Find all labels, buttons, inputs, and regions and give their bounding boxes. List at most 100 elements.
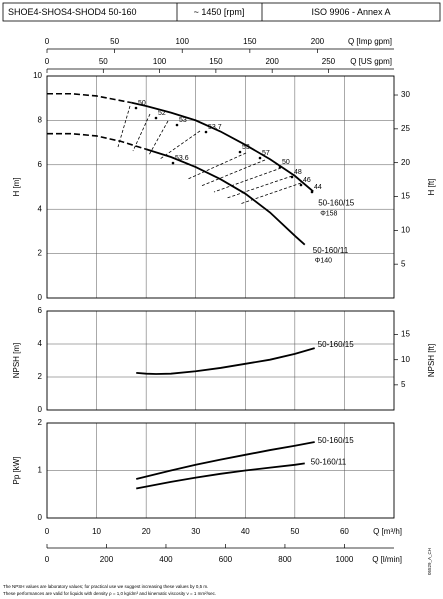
- bottom-axis-tick-label: 0: [45, 555, 50, 564]
- iso-efficiency-line: [132, 113, 151, 152]
- header-box: [2, 2, 441, 22]
- header-model: SHOE4-SHOS4-SHOD4 50-160: [8, 7, 137, 17]
- footnote: The NPSH values are laboratory values; f…: [3, 584, 208, 589]
- top-axis-tick-label: 150: [209, 57, 223, 66]
- efficiency-label: 44: [314, 184, 322, 191]
- efficiency-point: [278, 165, 282, 169]
- y-tick-label: 2: [38, 249, 43, 258]
- efficiency-point: [310, 190, 314, 194]
- y2-tick-label: 10: [401, 225, 410, 234]
- efficiency-point: [290, 175, 294, 179]
- performance-curve: [136, 347, 315, 375]
- efficiency-label: 50: [282, 159, 290, 166]
- top-axis-tick-label: 50: [110, 37, 119, 46]
- header-standard: ISO 9906 - Annex A: [311, 7, 390, 17]
- y-axis-title: NPSH [m]: [12, 343, 21, 379]
- impeller-diameter: Φ140: [315, 258, 332, 265]
- top-axis-tick-label: 200: [265, 57, 279, 66]
- efficiency-label: 53.6: [175, 155, 189, 162]
- bottom-axis-tick-label: 600: [219, 555, 233, 564]
- y-tick-label: 6: [38, 160, 43, 169]
- x-tick-label: 50: [290, 527, 299, 536]
- series-label: 50-160/15: [318, 199, 355, 208]
- top-axis-tick-label: 250: [322, 57, 336, 66]
- performance-curve: [146, 148, 306, 246]
- y-axis-title: Pp [kW]: [12, 456, 21, 484]
- efficiency-point: [258, 156, 262, 160]
- performance-curve: [136, 462, 305, 490]
- efficiency-label: 53: [179, 117, 187, 124]
- top-axis-tick-label: 100: [153, 57, 167, 66]
- x-tick-label: 0: [45, 527, 50, 536]
- series-label: 50-160/11: [313, 246, 349, 255]
- efficiency-point: [299, 183, 303, 187]
- header-speed: ~ 1450 [rpm]: [194, 7, 245, 17]
- y-tick-label: 2: [38, 372, 43, 381]
- x-tick-label: 60: [340, 527, 349, 536]
- y-tick-label: 2: [38, 418, 43, 427]
- iso-efficiency-line: [159, 130, 201, 160]
- x-tick-label: 40: [241, 527, 250, 536]
- top-axis-tick-label: 0: [45, 37, 50, 46]
- iso-efficiency-line: [148, 120, 169, 156]
- efficiency-label: 52: [158, 110, 166, 117]
- bottom-axis-title: Q [l/min]: [372, 555, 402, 564]
- y2-tick-label: 10: [401, 355, 410, 364]
- y-axis-title: H [m]: [12, 177, 21, 196]
- iso-efficiency-line: [187, 152, 247, 180]
- top-axis-tick-label: 0: [45, 57, 50, 66]
- y-tick-label: 10: [33, 71, 42, 80]
- efficiency-point: [134, 106, 138, 110]
- top-axis-title: Q [Imp gpm]: [348, 37, 392, 46]
- series-label: 50-160/15: [318, 436, 355, 445]
- performance-curve: [136, 441, 315, 480]
- x-tick-label: 20: [142, 527, 151, 536]
- y-tick-label: 8: [38, 116, 43, 125]
- series-label: 50-160/15: [318, 340, 355, 349]
- efficiency-label: 46: [303, 177, 311, 184]
- efficiency-label: 57: [262, 150, 270, 157]
- y-tick-label: 0: [38, 405, 43, 414]
- efficiency-point: [175, 123, 179, 127]
- efficiency-point: [154, 116, 158, 120]
- y-tick-label: 1: [38, 466, 43, 475]
- top-axis-title: Q [US gpm]: [350, 57, 392, 66]
- y2-tick-label: 5: [401, 380, 406, 389]
- y2-axis-title: NPSH [ft]: [427, 344, 436, 377]
- y2-tick-label: 15: [401, 330, 410, 339]
- efficiency-label: 50: [138, 100, 146, 107]
- efficiency-point: [204, 130, 208, 134]
- efficiency-point: [171, 161, 175, 165]
- iso-efficiency-line: [239, 182, 302, 205]
- efficiency-label: 48: [294, 169, 302, 176]
- y-tick-label: 4: [38, 339, 43, 348]
- efficiency-label: 53: [242, 144, 250, 151]
- y2-tick-label: 30: [401, 90, 410, 99]
- bottom-axis-tick-label: 400: [159, 555, 173, 564]
- iso-efficiency-line: [213, 167, 282, 193]
- iso-efficiency-line: [117, 105, 131, 148]
- performance-curve: [131, 101, 314, 193]
- top-axis-tick-label: 50: [99, 57, 108, 66]
- efficiency-point: [238, 150, 242, 154]
- efficiency-label: 53.7: [208, 124, 222, 131]
- top-axis-tick-label: 150: [243, 37, 257, 46]
- y2-tick-label: 25: [401, 124, 410, 133]
- curve-shutoff-dash: [47, 132, 147, 151]
- x-tick-label: 30: [191, 527, 200, 536]
- y-tick-label: 4: [38, 204, 43, 213]
- x-axis-title: Q [m³/h]: [373, 527, 402, 536]
- y-tick-label: 6: [38, 306, 43, 315]
- curve-shutoff-dash: [47, 92, 132, 104]
- y-tick-label: 0: [38, 293, 43, 302]
- x-tick-label: 10: [92, 527, 101, 536]
- bottom-axis-tick-label: 200: [100, 555, 114, 564]
- impeller-diameter: Φ158: [320, 210, 337, 217]
- top-axis-tick-label: 200: [311, 37, 325, 46]
- iso-efficiency-line: [200, 159, 266, 187]
- top-axis-tick-label: 100: [176, 37, 190, 46]
- plot-frame: [46, 422, 395, 519]
- y2-tick-label: 5: [401, 259, 406, 268]
- bottom-axis-tick-label: 800: [278, 555, 292, 564]
